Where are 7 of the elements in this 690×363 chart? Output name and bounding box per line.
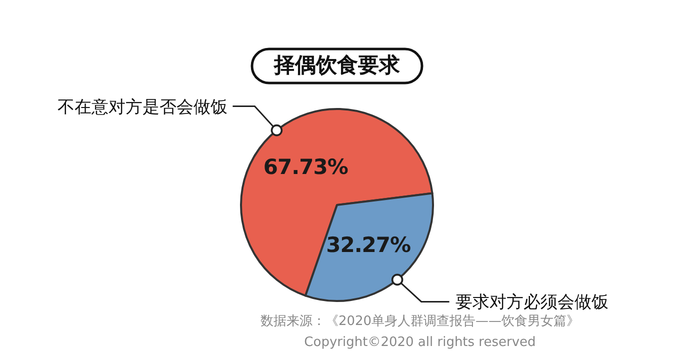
slice-label: 要求对方必须会做饭 [455, 292, 608, 313]
source-note: 数据来源：《2020单身人群调查报告——饮食男女篇》 [260, 314, 580, 329]
data-label: 67.73% [263, 155, 348, 180]
data-label: 32.27% [326, 232, 412, 257]
text: Copyright©2020 all rights reserved [304, 335, 536, 350]
title: 择偶饮食要求 [274, 53, 400, 77]
slice-label: 不在意对方是否会做饭 [58, 97, 228, 118]
